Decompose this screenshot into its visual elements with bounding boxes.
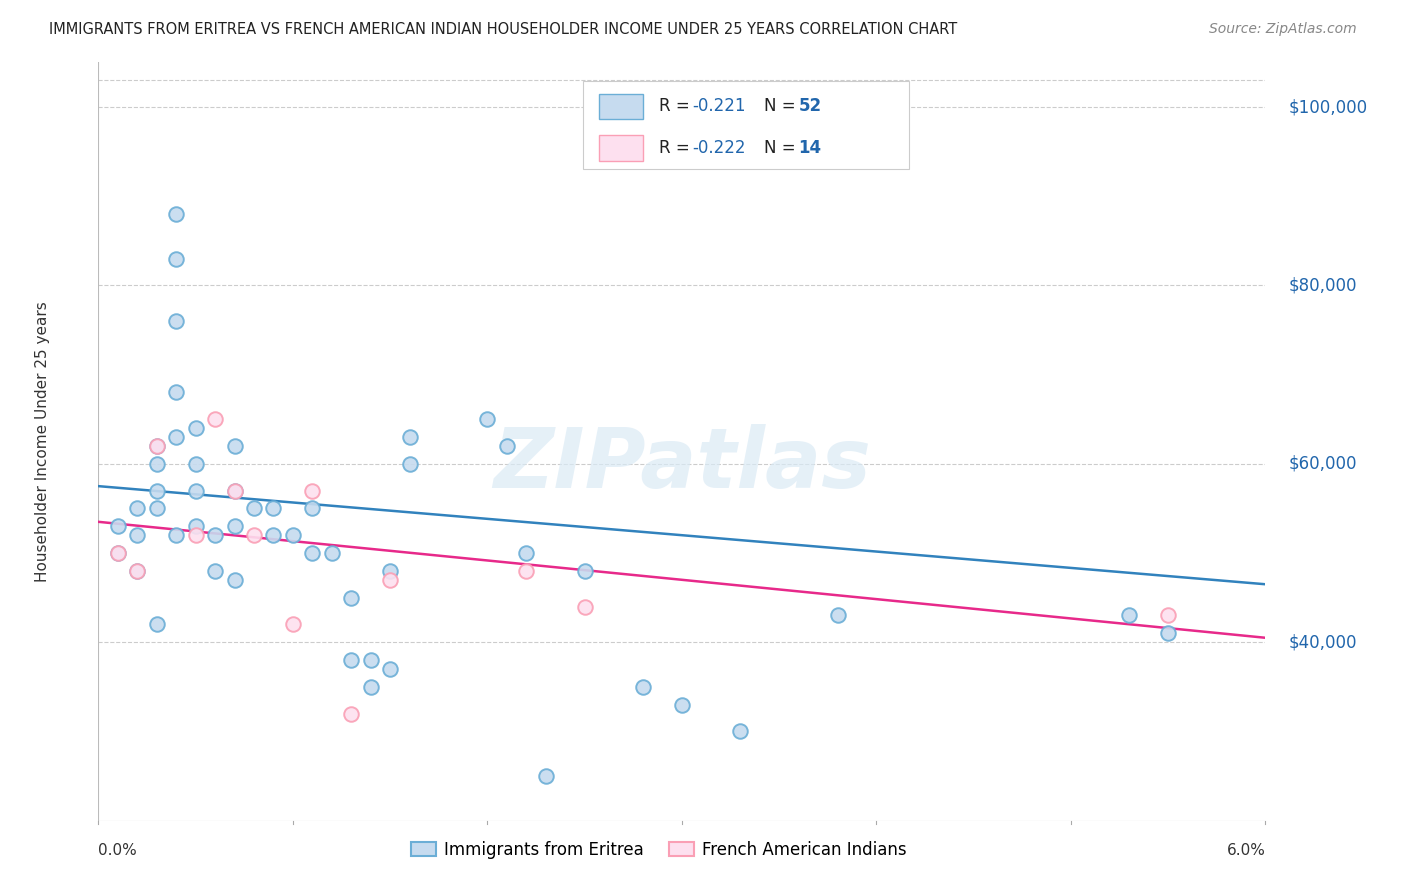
Point [534,769,557,783]
Point [243,501,266,516]
Text: $80,000: $80,000 [1289,277,1357,294]
Point [398,457,420,471]
Text: $60,000: $60,000 [1289,455,1357,473]
Point [281,528,304,542]
Point [165,207,187,221]
Text: R =: R = [658,139,695,157]
Point [243,528,266,542]
FancyBboxPatch shape [582,81,910,169]
Point [224,483,246,498]
Point [827,608,849,623]
Text: 14: 14 [799,139,821,157]
Point [146,439,169,453]
Text: Source: ZipAtlas.com: Source: ZipAtlas.com [1209,22,1357,37]
Point [281,617,304,632]
Point [671,698,693,712]
Point [496,439,519,453]
Point [1157,626,1180,640]
Point [380,564,402,578]
Point [165,385,187,400]
Point [340,591,363,605]
Point [224,573,246,587]
Point [146,439,169,453]
Point [146,617,169,632]
Point [515,564,537,578]
Point [127,564,149,578]
Point [204,564,226,578]
Text: 52: 52 [799,97,821,115]
Point [127,564,149,578]
Text: -0.221: -0.221 [692,97,747,115]
Text: 0.0%: 0.0% [98,843,138,858]
Point [184,421,207,435]
Point [301,483,323,498]
Text: 6.0%: 6.0% [1226,843,1265,858]
Point [165,430,187,444]
Point [107,546,129,560]
Text: N =: N = [763,139,800,157]
Text: N =: N = [763,97,800,115]
Point [1118,608,1140,623]
Point [165,314,187,328]
Point [204,412,226,426]
Point [127,501,149,516]
Point [398,430,420,444]
Point [360,653,382,667]
Text: Householder Income Under 25 years: Householder Income Under 25 years [35,301,49,582]
Point [146,483,169,498]
Point [301,501,323,516]
Point [165,528,187,542]
Point [262,501,284,516]
Point [477,412,499,426]
Point [146,501,169,516]
Point [184,519,207,533]
Legend: Immigrants from Eritrea, French American Indians: Immigrants from Eritrea, French American… [404,834,914,865]
Point [184,483,207,498]
Point [224,439,246,453]
Point [1157,608,1180,623]
Point [340,653,363,667]
Point [515,546,537,560]
Text: ZIPatlas: ZIPatlas [494,424,870,505]
Point [574,564,596,578]
Text: -0.222: -0.222 [692,139,747,157]
Point [184,457,207,471]
Text: $100,000: $100,000 [1289,98,1368,116]
Point [321,546,343,560]
Point [224,519,246,533]
FancyBboxPatch shape [599,136,644,161]
Point [360,680,382,694]
Point [380,662,402,676]
Point [301,546,323,560]
Point [262,528,284,542]
Text: IMMIGRANTS FROM ERITREA VS FRENCH AMERICAN INDIAN HOUSEHOLDER INCOME UNDER 25 YE: IMMIGRANTS FROM ERITREA VS FRENCH AMERIC… [49,22,957,37]
Point [224,483,246,498]
Point [730,724,752,739]
Point [107,519,129,533]
Point [380,573,402,587]
Point [631,680,654,694]
Point [204,528,226,542]
Point [165,252,187,266]
Point [127,528,149,542]
Point [574,599,596,614]
Text: $40,000: $40,000 [1289,633,1357,651]
Point [184,528,207,542]
Point [340,706,363,721]
Text: R =: R = [658,97,695,115]
Point [146,457,169,471]
Point [107,546,129,560]
FancyBboxPatch shape [599,94,644,120]
